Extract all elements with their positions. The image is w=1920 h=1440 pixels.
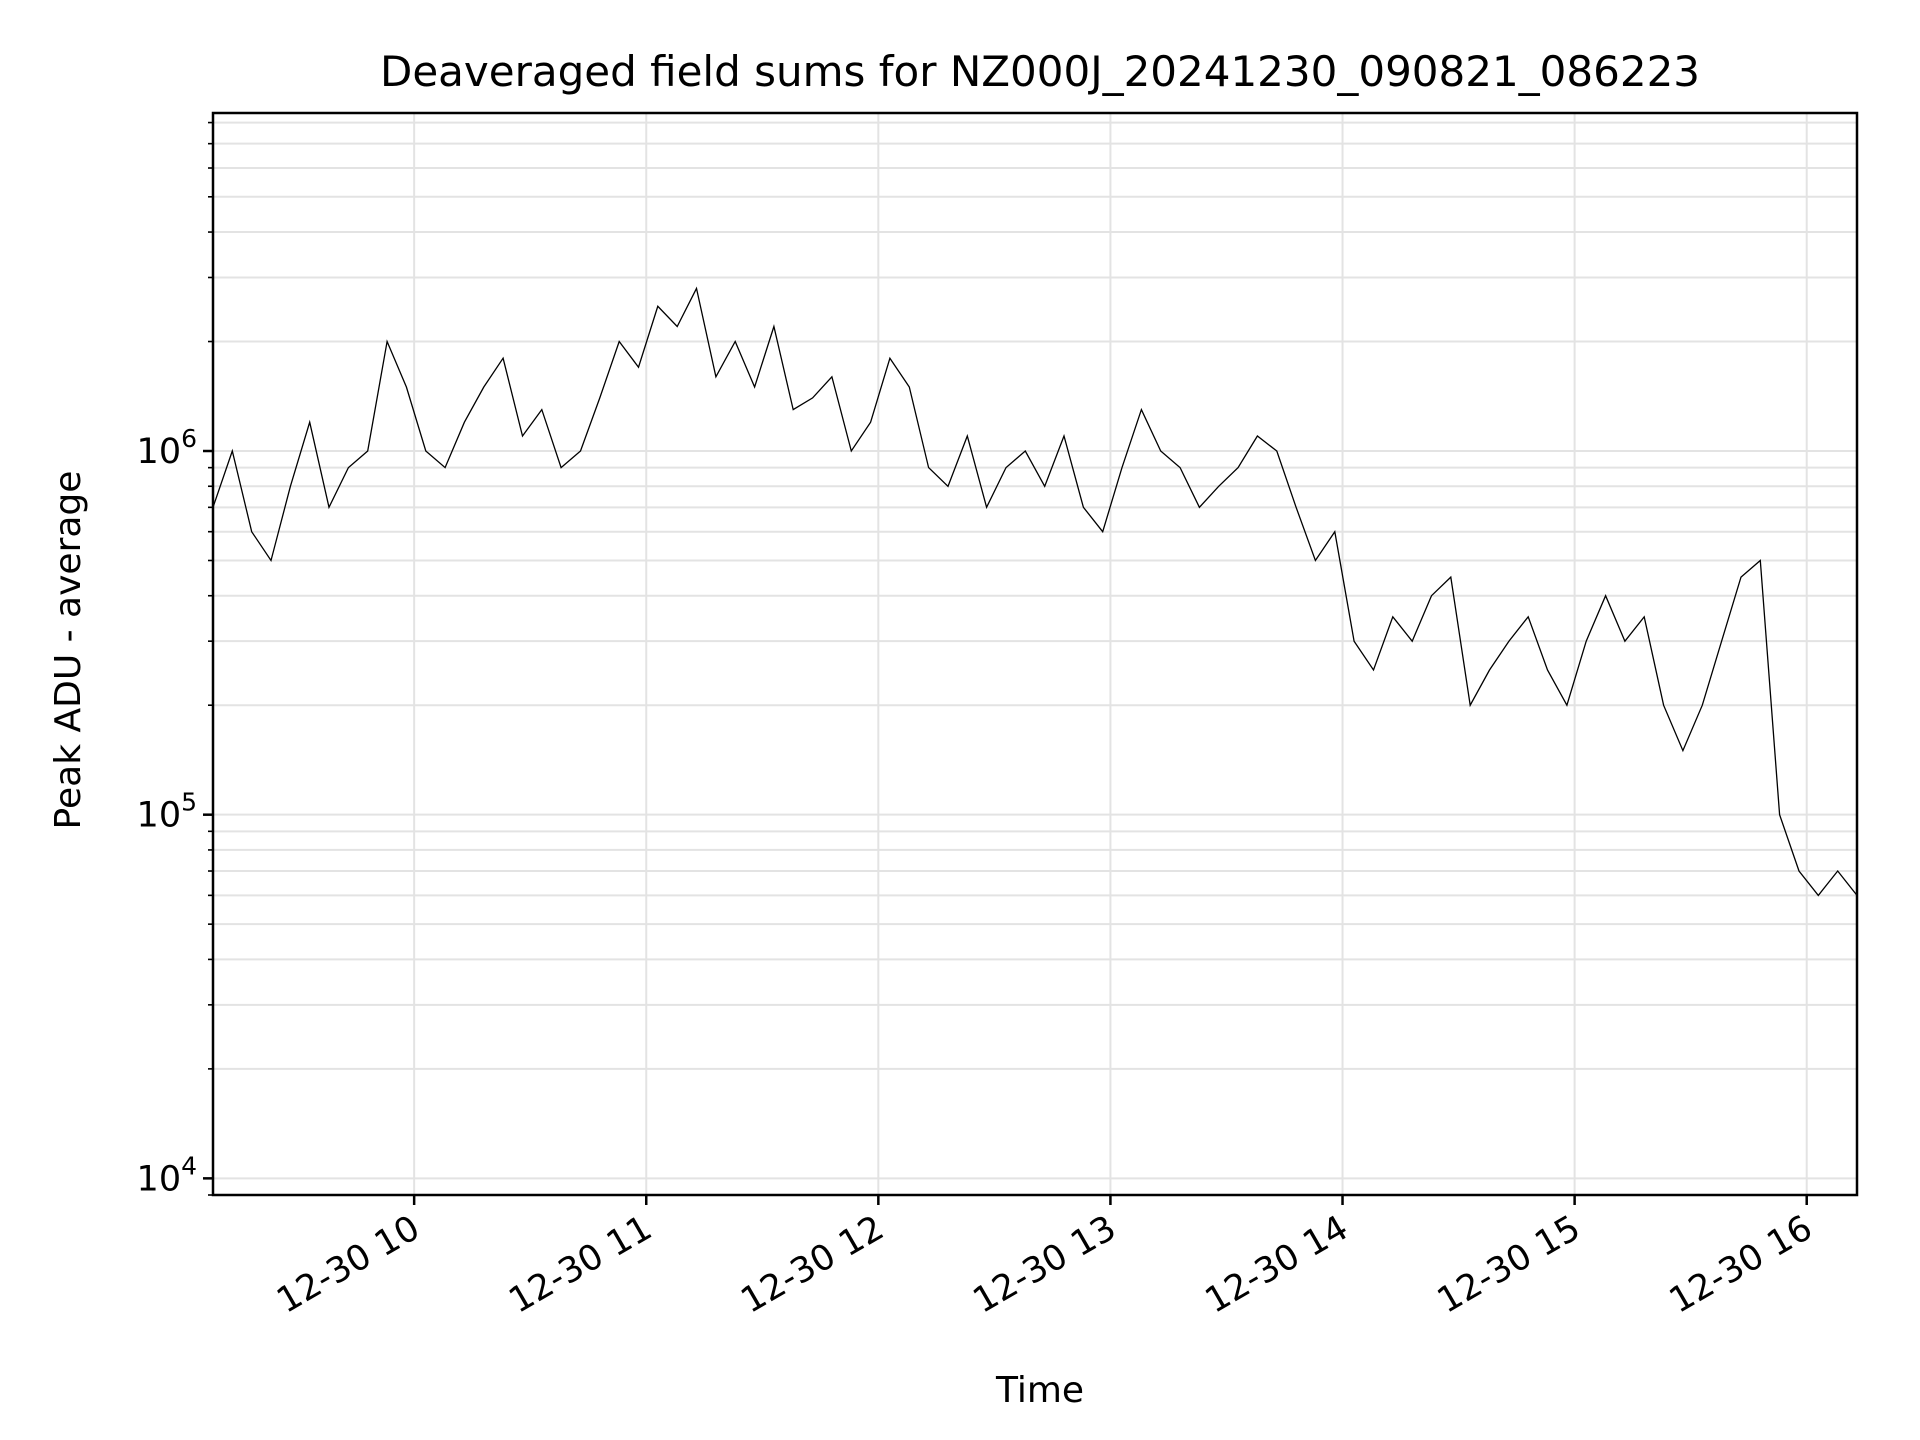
y-tick-label: 105 <box>137 788 197 836</box>
x-axis-label: Time <box>995 1370 1084 1411</box>
y-axis-label: Peak ADU - average <box>48 471 89 830</box>
chart-title: Deaveraged field sums for NZ000J_2024123… <box>380 47 1700 96</box>
y-tick-label: 104 <box>137 1151 197 1199</box>
y-tick-label: 106 <box>137 424 197 472</box>
series-line <box>212 286 1858 897</box>
plot-frame <box>211 111 1859 1197</box>
y-axis-ticks: 104 105 106 <box>137 121 213 1199</box>
grid <box>213 113 1857 1196</box>
